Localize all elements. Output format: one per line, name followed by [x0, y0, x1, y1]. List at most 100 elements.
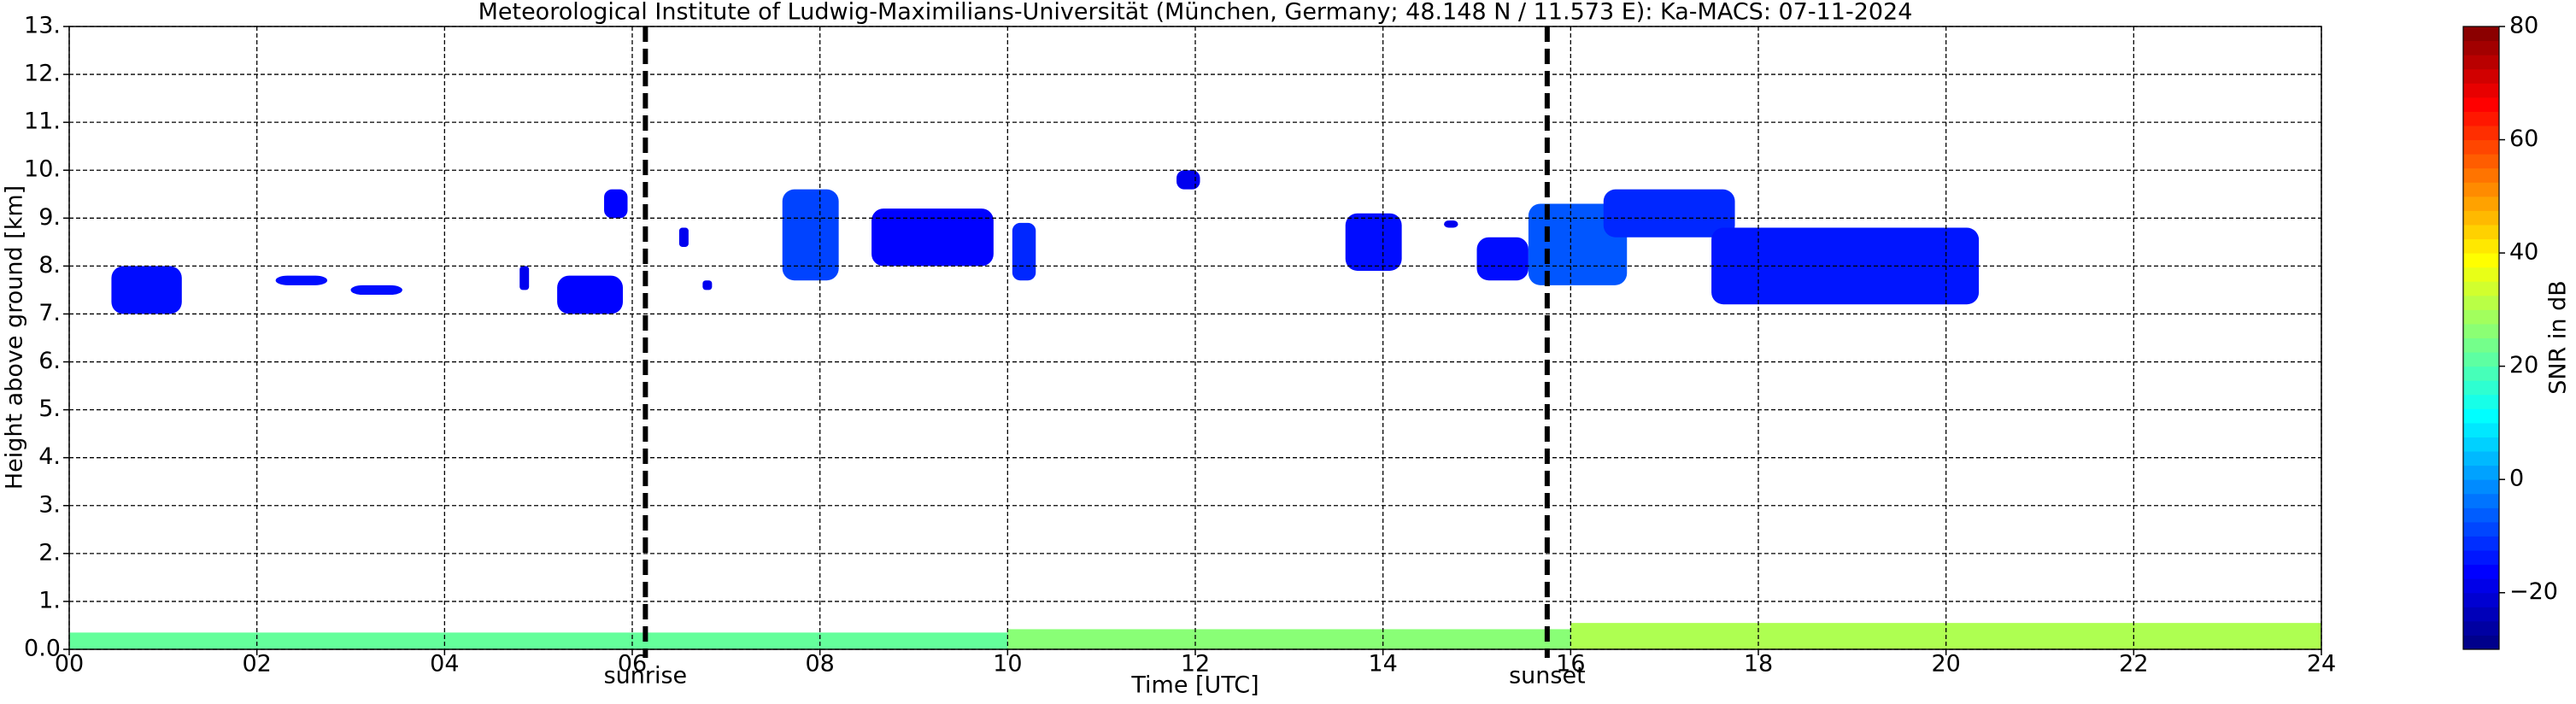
colorbar-swatch [2463, 97, 2499, 112]
colorbar-swatch [2463, 323, 2499, 338]
colorbar-swatch [2463, 422, 2499, 437]
colorbar-swatch [2463, 578, 2499, 594]
colorbar-tick-label: 80 [2509, 13, 2538, 39]
colorbar-swatch [2463, 83, 2499, 98]
y-tick-label: 13. [24, 13, 61, 39]
colorbar-swatch [2463, 40, 2499, 56]
x-tick-label: 08 [805, 651, 834, 678]
colorbar-swatch [2463, 196, 2499, 211]
colorbar-swatch [2463, 337, 2499, 353]
y-tick-label: 7. [38, 300, 61, 326]
colorbar-swatch [2463, 281, 2499, 296]
x-tick-label: 04 [430, 651, 459, 678]
x-tick-label: 12 [1181, 651, 1210, 678]
colorbar-tick-label: 20 [2509, 352, 2538, 378]
colorbar-swatch [2463, 521, 2499, 537]
colorbar-tick-label: 60 [2509, 126, 2538, 152]
x-tick-label: 20 [1931, 651, 1960, 678]
x-tick-label: 02 [242, 651, 271, 678]
echo [871, 208, 994, 267]
y-tick-label: 5. [38, 396, 61, 422]
x-tick-label: 16 [1556, 651, 1585, 678]
y-tick-label: 0.0 [24, 636, 61, 662]
y-tick-label: 10. [24, 156, 61, 183]
colorbar-swatch [2463, 620, 2499, 636]
event-label: sunset [1509, 663, 1586, 689]
colorbar-swatch [2463, 55, 2499, 70]
echo [519, 266, 530, 290]
colorbar-swatch [2463, 267, 2499, 282]
y-tick-label: 12. [24, 61, 61, 87]
colorbar-swatch [2463, 607, 2499, 622]
echo [275, 275, 328, 285]
colorbar-swatch [2463, 139, 2499, 155]
colorbar-label: SNR in dB [2545, 280, 2572, 395]
y-tick-label: 4. [38, 443, 61, 470]
echo [702, 280, 713, 290]
plot-frame [68, 26, 2322, 650]
colorbar-swatch [2463, 493, 2499, 508]
colorbar-swatch [2463, 408, 2499, 424]
colorbar-swatch [2463, 167, 2499, 183]
colorbar-swatch [2463, 224, 2499, 240]
colorbar-swatch [2463, 507, 2499, 523]
x-axis-label: Time [UTC] [1130, 672, 1259, 699]
echo [782, 189, 839, 281]
echo [604, 189, 628, 219]
x-tick-label: 00 [55, 651, 84, 678]
colorbar-swatch [2463, 564, 2499, 579]
x-tick-label: 10 [993, 651, 1022, 678]
echo [1345, 213, 1402, 271]
colorbar-swatch [2463, 182, 2499, 197]
chart-title: Meteorological Institute of Ludwig-Maxim… [478, 0, 1913, 26]
colorbar-swatch [2463, 309, 2499, 325]
colorbar-swatch [2463, 437, 2499, 452]
colorbar-swatch [2463, 125, 2499, 141]
colorbar-swatch [2463, 295, 2499, 310]
echo [69, 632, 1008, 649]
x-tick-label: 22 [2119, 651, 2148, 678]
colorbar-swatch [2463, 352, 2499, 367]
colorbar-swatch [2463, 394, 2499, 409]
echo [1528, 203, 1628, 285]
y-tick-label: 9. [38, 204, 61, 231]
x-tick-label: 18 [1744, 651, 1773, 678]
echo [1444, 220, 1458, 228]
y-tick-label: 3. [38, 491, 61, 518]
colorbar-swatch [2463, 253, 2499, 268]
y-tick-label: 6. [38, 348, 61, 374]
colorbar-swatch [2463, 26, 2499, 42]
y-tick-label: 8. [38, 252, 61, 279]
echo [1603, 189, 1735, 238]
echo [678, 227, 689, 247]
echo [350, 285, 402, 296]
colorbar-swatch [2463, 592, 2499, 607]
colorbar-swatch [2463, 154, 2499, 169]
colorbar-tick-label: 40 [2509, 239, 2538, 266]
colorbar-swatch [2463, 238, 2499, 254]
colorbar-swatch [2463, 536, 2499, 551]
colorbar-swatch [2463, 210, 2499, 226]
colorbar-frame [2462, 26, 2500, 650]
colorbar-swatch [2463, 380, 2499, 396]
colorbar-swatch [2463, 68, 2499, 84]
colorbar-tick-label: 0 [2509, 466, 2524, 492]
x-tick-label: 14 [1368, 651, 1397, 678]
echo [557, 275, 624, 314]
y-tick-label: 1. [38, 587, 61, 613]
echo [1476, 237, 1529, 281]
x-tick-label: 24 [2307, 651, 2336, 678]
colorbar-swatch [2463, 111, 2499, 126]
colorbar-swatch [2463, 451, 2499, 466]
echo [1177, 170, 1200, 190]
x-tick-label: 06 [618, 651, 647, 678]
event-label: sunrise [604, 663, 688, 689]
echo [1012, 222, 1036, 281]
y-tick-label: 11. [24, 109, 61, 135]
echo [111, 266, 182, 314]
colorbar-tick-label: −20 [2509, 578, 2558, 605]
colorbar-swatch [2463, 550, 2499, 566]
echo [1007, 629, 1571, 649]
y-tick-label: 2. [38, 539, 61, 566]
